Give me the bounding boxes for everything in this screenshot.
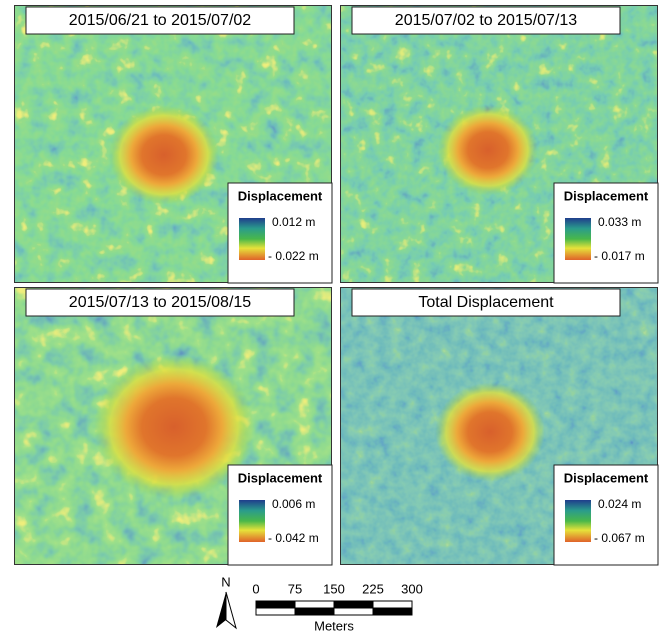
figure: 2015/06/21 to 2015/07/02 Displacement 0.01…	[0, 0, 664, 635]
legend-max: 0.024 m	[598, 497, 641, 511]
scale-seg	[256, 601, 295, 608]
legend-title: Displacement	[238, 470, 323, 485]
panel-title: 2015/07/02 to 2015/07/13	[395, 12, 577, 29]
scale-unit: Meters	[314, 618, 354, 633]
legend-title: Displacement	[564, 188, 649, 203]
scale-tick: 0	[252, 581, 259, 596]
legend-min: - 0.067 m	[594, 531, 645, 545]
legend-min: - 0.017 m	[594, 249, 645, 263]
north-arrow-half	[226, 592, 236, 628]
displacement-zone	[109, 106, 219, 205]
scale-tick: 75	[288, 581, 302, 596]
scale-tick: 300	[401, 581, 423, 596]
scale-seg	[373, 608, 412, 615]
scale-tick: 150	[323, 581, 345, 596]
legend-min: - 0.042 m	[268, 531, 319, 545]
panel-title: Total Displacement	[418, 294, 554, 311]
legend-title: Displacement	[238, 188, 323, 203]
scale-seg	[295, 608, 334, 615]
panel-title: 2015/06/21 to 2015/07/02	[69, 12, 251, 29]
panel-title: 2015/07/13 to 2015/08/15	[69, 294, 251, 311]
legend-max: 0.033 m	[598, 215, 641, 229]
legend-min: - 0.022 m	[268, 249, 319, 263]
legend-ramp	[565, 218, 591, 260]
scale-seg	[256, 608, 295, 615]
map-panel: 2015/06/21 to 2015/07/02 Displacement 0.01…	[14, 5, 332, 283]
map-panel: 2015/07/13 to 2015/08/15 Displacement 0.00…	[14, 287, 332, 565]
legend-max: 0.006 m	[272, 497, 315, 511]
scale-seg	[373, 601, 412, 608]
north-label: N	[221, 574, 230, 589]
legend-max: 0.012 m	[272, 215, 315, 229]
legend-ramp	[239, 218, 265, 260]
map-panel: Total Displacement Displacement 0.024 m - 0…	[340, 287, 658, 565]
map-panel: 2015/07/02 to 2015/07/13 Displacement 0.03…	[340, 5, 658, 283]
north-arrow	[216, 592, 226, 628]
legend-ramp	[239, 500, 265, 542]
scale-seg	[334, 601, 373, 608]
scale-seg	[334, 608, 373, 615]
legend-ramp	[565, 500, 591, 542]
displacement-zone	[438, 105, 538, 195]
displacement-zone	[435, 383, 545, 482]
scale-seg	[295, 601, 334, 608]
scale-tick: 225	[362, 581, 384, 596]
legend-title: Displacement	[564, 470, 649, 485]
